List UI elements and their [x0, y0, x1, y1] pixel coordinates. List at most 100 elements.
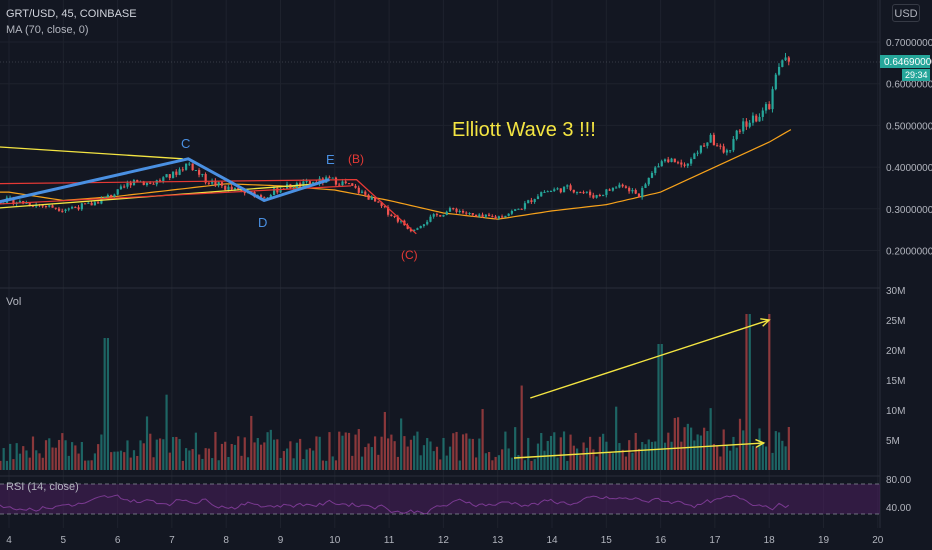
candle-body [556, 188, 559, 190]
volume-bar [471, 438, 474, 470]
candle-body [227, 186, 230, 190]
candle-body [533, 199, 536, 202]
candle-body [67, 208, 70, 210]
volume-bar [171, 437, 175, 470]
volume-bar [699, 435, 702, 470]
volume-bar [553, 432, 556, 470]
volume-bar [383, 411, 386, 470]
volume-bar [250, 415, 253, 470]
ma-indicator-label[interactable]: MA (70, close, 0) [6, 24, 89, 36]
volume-bar [676, 417, 680, 470]
candle-body [152, 183, 155, 185]
volume-bar [31, 436, 35, 470]
candle-body [650, 172, 654, 178]
candle-body [305, 181, 308, 183]
volume-bar [484, 453, 487, 470]
volume-bar [243, 437, 246, 470]
volume-bar [530, 460, 533, 470]
volume-pane-label: Vol [6, 296, 21, 308]
volume-bar [735, 447, 738, 470]
volume-bar [318, 436, 321, 470]
candle-body [543, 191, 546, 193]
candle-body [693, 153, 696, 160]
candle-body [230, 186, 233, 190]
volume-bar [781, 440, 784, 470]
volume-bar [634, 432, 637, 470]
candle-body [777, 66, 781, 75]
volume-bar [305, 449, 308, 470]
volume-bar [2, 448, 5, 470]
volume-bar [784, 446, 787, 470]
candle-body [178, 169, 181, 175]
candle-body [448, 208, 452, 212]
candle-body [220, 182, 224, 186]
candle-body [87, 202, 90, 204]
time-tick-label: 5 [61, 535, 67, 546]
candle-body [149, 182, 152, 184]
volume-bar [357, 429, 360, 470]
symbol-title[interactable]: GRT/USD, 45, COINBASE [6, 8, 137, 20]
time-tick-label: 13 [492, 535, 504, 546]
candle-body [331, 177, 334, 179]
volume-bar [64, 440, 67, 470]
candle-body [748, 122, 751, 127]
candle-body [712, 134, 716, 146]
volume-bar [198, 454, 201, 470]
volume-bar [579, 455, 582, 470]
time-tick-label: 20 [872, 535, 884, 546]
volume-bar [742, 430, 745, 470]
volume-bar [771, 452, 774, 470]
candle-body [364, 191, 367, 195]
candle-body [510, 210, 514, 214]
volume-bar [178, 439, 181, 470]
volume-bar [325, 460, 328, 470]
volume-bar [416, 431, 419, 470]
volume-bar [455, 431, 458, 470]
candle-body [784, 57, 787, 61]
candle-body [735, 130, 738, 140]
volume-bar [165, 394, 168, 470]
candle-body [523, 203, 527, 209]
volume-bar [132, 450, 136, 470]
candle-body [660, 161, 663, 167]
currency-button[interactable]: USD [892, 4, 920, 22]
volume-bar [286, 448, 289, 470]
volume-bar [670, 441, 673, 470]
wave-label-b: (B) [348, 152, 364, 166]
volume-bar [331, 456, 334, 470]
candle-body [530, 200, 533, 202]
drawings[interactable] [0, 146, 417, 235]
volume-bar [282, 451, 285, 470]
volume-bar [429, 441, 432, 470]
volume-bar [540, 433, 543, 470]
candle-body [683, 164, 686, 166]
candle-body [439, 215, 442, 217]
volume-bar [409, 439, 413, 470]
volume-bar [338, 431, 341, 470]
volume-bar [328, 432, 331, 470]
volume-bar [556, 457, 559, 470]
volume-tick-label: 5M [886, 436, 900, 447]
candle-body [351, 183, 354, 186]
volume-bar [256, 437, 259, 470]
time-tick-label: 7 [169, 535, 175, 546]
volume-bar [370, 447, 373, 470]
candle-body [595, 195, 598, 198]
candle-body [488, 214, 491, 217]
candle-body [390, 214, 393, 217]
candle-body [312, 182, 315, 184]
time-axis[interactable]: 4 5 6 7 8 9 10 11 12 13 14 15 16 17 18 19 20 [6, 535, 884, 546]
volume-bar [110, 452, 113, 470]
volume-bar [650, 441, 654, 470]
volume-bar [764, 446, 768, 470]
volume-bar [77, 453, 80, 470]
annotation-text[interactable]: Elliott Wave 3 !!! [452, 119, 596, 141]
price-tick-label: 0.20000000 [886, 247, 932, 258]
candle-body [77, 207, 80, 210]
volume-bar [582, 442, 585, 470]
candle-body [598, 195, 601, 197]
